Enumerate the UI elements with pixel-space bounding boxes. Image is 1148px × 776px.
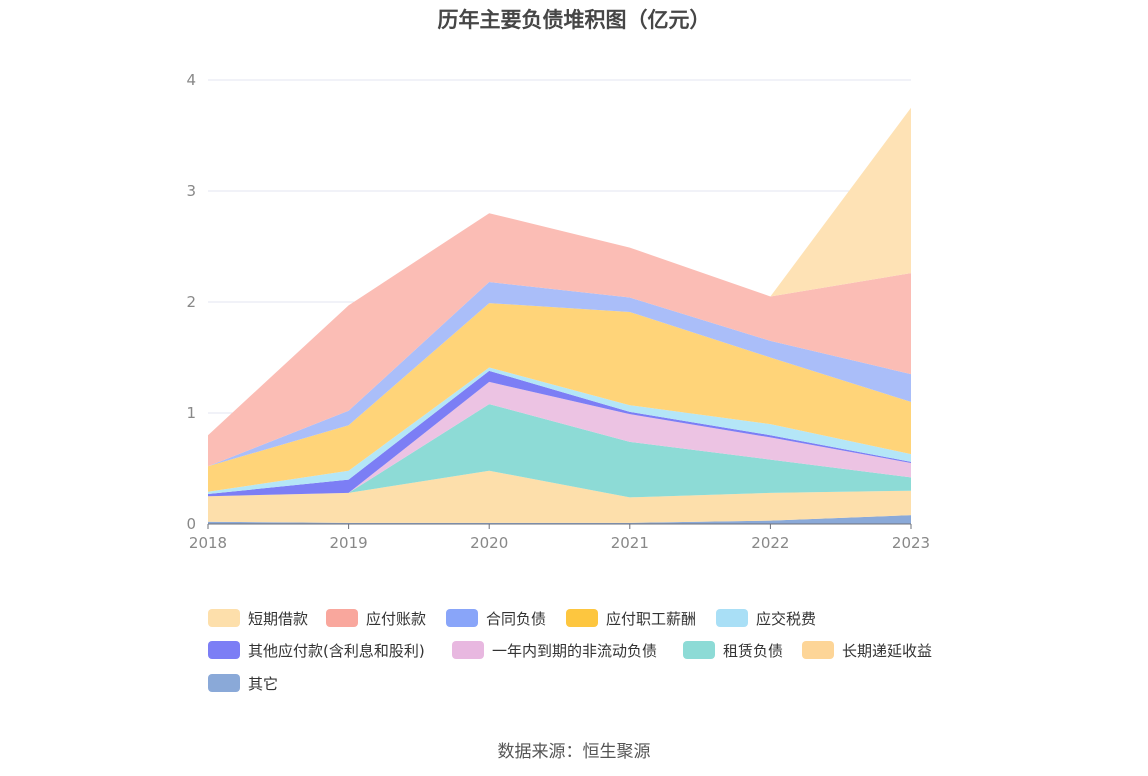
x-tick-label: 2022 [751,534,789,552]
legend-swatch [208,641,240,659]
area-series-1: 短期借款 [208,470,911,523]
legend-label: 应交税费 [756,609,817,628]
legend-label: 租赁负债 [723,641,784,660]
x-tick-label: 2019 [330,534,368,552]
y-tick-label: 3 [186,182,196,200]
x-tick-label: 2023 [892,534,930,552]
area-series-2: 租赁负债 [208,404,911,498]
x-tick-label: 2021 [611,534,649,552]
legend-item[interactable]: 长期递延收益 [802,638,932,662]
legend-swatch [446,609,478,627]
legend-item[interactable]: 一年内到期的非流动负债 [452,638,657,662]
legend-item[interactable]: 其他应付款(含利息和股利) [208,638,425,662]
chart-title: 历年主要负债堆积图（亿元） [437,8,711,32]
legend-label: 长期递延收益 [842,641,933,660]
stacked-area-chart: 0 1 2 3 4 其它短期借款租赁负债一年内到期的非流动负债其他应付款(含利息和股利)应… [186,71,930,552]
legend-label: 应付职工薪酬 [606,609,697,628]
legend-swatch [716,609,748,627]
legend-item[interactable]: 租赁负债 [683,638,783,662]
legend-item[interactable]: 其它 [208,671,278,695]
area-series-3: 一年内到期的非流动负债 [208,381,911,497]
area-series-4: 其他应付款(含利息和股利) [208,370,911,497]
legend-label: 其它 [248,674,279,693]
legend-item[interactable]: 应交税费 [716,606,816,630]
legend-item[interactable]: 应付账款 [326,606,426,630]
data-source-note: 数据来源：恒生聚源 [497,742,651,762]
legend-label: 合同负债 [486,609,547,628]
legend-swatch [208,674,240,692]
legend-swatch [208,609,240,627]
legend-swatch [326,609,358,627]
legend-swatch [683,641,715,659]
legend-label: 短期借款 [248,609,309,628]
legend-label: 其他应付款(含利息和股利) [248,641,425,660]
x-tick-label: 2018 [189,534,227,552]
area-series-5: 应交税费 [208,367,911,495]
legend-swatch [452,641,484,659]
y-tick-label: 0 [186,515,196,533]
legend-item[interactable]: 短期借款 [208,606,308,630]
legend-item[interactable]: 应付职工薪酬 [566,606,696,630]
area-series-0: 其它 [208,515,911,524]
legend-swatch [802,641,834,659]
y-tick-label: 4 [186,71,196,89]
x-tick-label: 2020 [470,534,508,552]
legend-label: 应付账款 [366,609,427,628]
legend-item[interactable]: 合同负债 [446,606,546,630]
area-series-6: 应付职工薪酬 [208,303,911,492]
area-series-8: 应付账款 [208,213,911,467]
y-tick-label: 1 [186,404,196,422]
legend-label: 一年内到期的非流动负债 [492,641,658,660]
legend-swatch [566,609,598,627]
y-tick-label: 2 [186,293,196,311]
